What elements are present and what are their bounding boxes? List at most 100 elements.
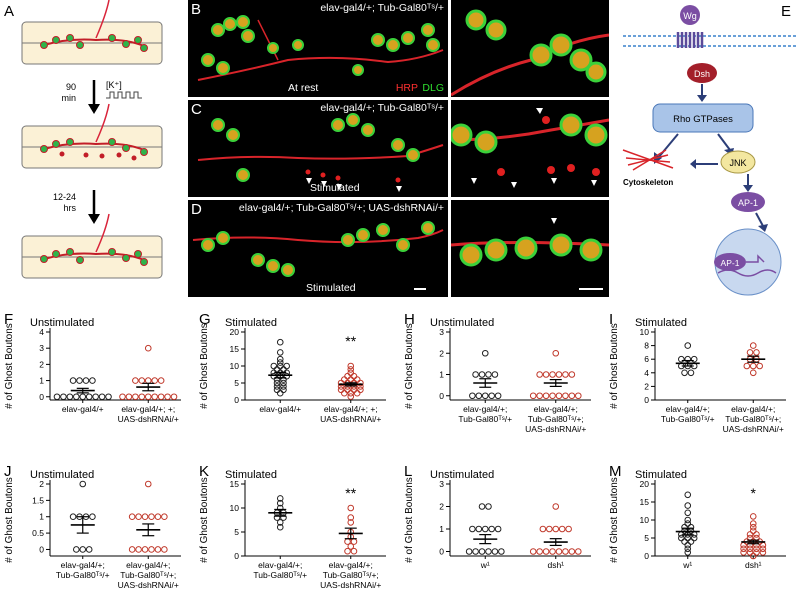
data-point	[347, 543, 355, 550]
pulse-train-icon	[106, 91, 142, 99]
arrow-down-icon	[88, 190, 100, 224]
x-tick-label: Tub-Gal80ᵀˢ/+;	[323, 570, 379, 580]
data-point	[749, 369, 757, 377]
data-point	[756, 362, 763, 370]
data-point	[485, 371, 492, 378]
data-point	[85, 393, 93, 401]
data-point	[270, 362, 278, 370]
chart-title: Stimulated	[225, 317, 277, 329]
data-point	[154, 513, 162, 521]
data-point	[144, 377, 152, 384]
data-point	[85, 546, 93, 553]
panel-letter-f: F	[4, 311, 13, 328]
data-point	[549, 371, 556, 378]
data-point	[494, 525, 502, 533]
jnk-node	[720, 150, 756, 174]
y-tick-label: 10	[640, 515, 650, 525]
data-point	[347, 393, 355, 400]
data-point	[148, 546, 155, 553]
y-tick-label: 4	[644, 368, 649, 378]
panel-letter-h: H	[404, 311, 415, 328]
y-tick-label: 10	[230, 503, 240, 513]
micro-c-zoom	[451, 100, 609, 197]
data-point	[135, 513, 142, 521]
data-point	[562, 548, 569, 555]
y-tick-label: 10	[230, 361, 240, 371]
data-point	[357, 386, 364, 394]
x-tick-label: UAS-dshRNAi/+	[118, 580, 179, 590]
data-point	[746, 534, 754, 542]
y-tick-label: 0	[644, 551, 649, 561]
micro-d-zoom	[451, 200, 609, 297]
micro-b-overview: elav-gal4/+; Tub-Gal80ᵀˢ/+ At rest HRP D…	[188, 0, 448, 97]
rho-node	[652, 103, 754, 133]
data-point	[144, 480, 152, 488]
chart-title: Stimulated	[635, 317, 687, 329]
data-point	[119, 393, 126, 401]
data-point	[687, 369, 695, 377]
data-point	[549, 392, 556, 400]
data-point	[684, 534, 692, 542]
data-point	[753, 349, 760, 356]
panel-letter-m: M	[609, 463, 622, 480]
x-tick-label: UAS-dshRNAi/+	[320, 580, 381, 590]
data-point	[558, 525, 566, 533]
data-point	[740, 545, 747, 553]
data-point	[76, 377, 83, 384]
data-point	[337, 379, 345, 387]
data-point	[690, 355, 698, 363]
data-point	[475, 392, 483, 400]
data-point	[53, 393, 61, 401]
data-point	[690, 534, 698, 542]
y-tick-label: 0	[234, 395, 239, 405]
data-point	[494, 392, 502, 400]
d-condition: Stimulated	[306, 282, 356, 294]
chart-g: G Stimulated # of Ghost Boutons 0 5 10 15 20 ela…	[199, 311, 386, 424]
data-point	[353, 376, 361, 383]
x-tick-label: elav-gal4/+;	[329, 560, 373, 570]
data-point	[562, 392, 569, 400]
y-tick-label: 15	[640, 497, 650, 507]
data-point	[341, 376, 348, 383]
wg-label: Wg	[683, 11, 697, 21]
y-tick-label: 0	[39, 392, 44, 402]
y-tick-label: 0	[39, 544, 44, 554]
data-point	[555, 548, 563, 555]
x-tick-label: UAS-dshRNAi/+	[320, 414, 381, 424]
y-axis-label: # of Ghost Boutons	[404, 323, 415, 409]
y-tick-label: 6	[644, 354, 649, 364]
data-point	[555, 371, 563, 378]
b-genotype: elav-gal4/+; Tub-Gal80ᵀˢ/+	[320, 2, 444, 14]
data-point	[684, 502, 692, 509]
y-tick-label: 3	[439, 479, 444, 489]
data-point	[280, 366, 287, 373]
data-point	[276, 355, 284, 363]
dna-icon	[717, 269, 777, 277]
data-point	[273, 383, 281, 390]
data-point	[276, 389, 284, 397]
data-point	[125, 393, 133, 401]
data-point	[472, 371, 479, 378]
y-tick-label: 4	[39, 327, 44, 337]
arrow-down-icon	[88, 80, 100, 114]
data-point	[344, 372, 351, 380]
ap1-label: AP-1	[738, 198, 758, 208]
data-point	[740, 549, 747, 556]
data-point	[565, 525, 572, 533]
data-point	[347, 366, 355, 373]
data-point	[749, 513, 757, 520]
data-point	[481, 525, 489, 533]
panel-letter-l: L	[404, 463, 412, 480]
data-point	[92, 393, 99, 401]
data-point	[98, 393, 106, 401]
y-axis-label: # of Ghost Boutons	[4, 477, 15, 563]
y-tick-label: 20	[230, 327, 240, 337]
data-point	[105, 393, 112, 401]
data-point	[529, 548, 537, 555]
data-point	[347, 389, 355, 397]
data-point	[141, 546, 149, 553]
x-tick-label: Tub-Gal80ᵀˢ/+;	[528, 414, 584, 424]
x-tick-label: UAS-dshRNAi/+	[118, 414, 179, 424]
data-point	[347, 504, 355, 512]
data-point	[536, 392, 543, 400]
